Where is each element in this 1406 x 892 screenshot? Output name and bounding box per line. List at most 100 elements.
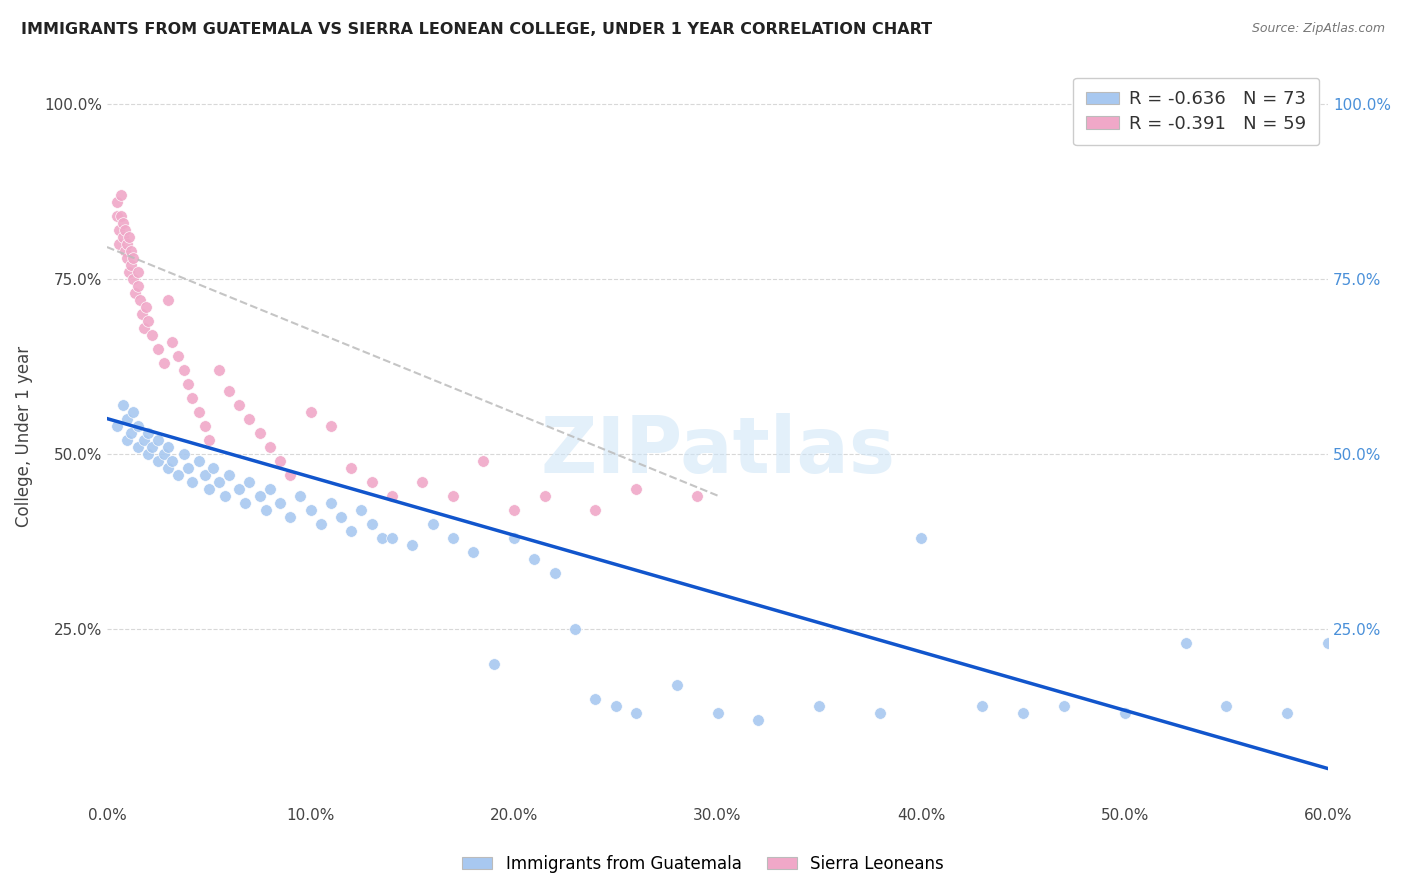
Point xyxy=(218,467,240,482)
Point xyxy=(187,453,209,467)
Point xyxy=(381,489,404,503)
Point xyxy=(157,460,180,475)
Point xyxy=(544,566,567,580)
Point xyxy=(117,236,139,251)
Point xyxy=(122,271,145,285)
Point xyxy=(808,698,831,713)
Point xyxy=(181,391,204,405)
Point xyxy=(117,251,139,265)
Legend: R = -0.636   N = 73, R = -0.391   N = 59: R = -0.636 N = 73, R = -0.391 N = 59 xyxy=(1073,78,1319,145)
Point xyxy=(254,502,277,516)
Point xyxy=(381,531,404,545)
Point xyxy=(605,698,627,713)
Point xyxy=(110,187,132,202)
Point xyxy=(482,657,505,671)
Point xyxy=(441,489,464,503)
Point xyxy=(371,531,394,545)
Point xyxy=(747,713,769,727)
Point xyxy=(110,209,132,223)
Point xyxy=(146,433,169,447)
Point xyxy=(208,475,231,489)
Point xyxy=(1174,635,1197,649)
Point xyxy=(127,440,149,454)
Point xyxy=(136,446,159,460)
Point xyxy=(181,475,204,489)
Point xyxy=(401,538,423,552)
Point xyxy=(422,516,444,531)
Point xyxy=(160,334,183,349)
Point xyxy=(135,300,157,314)
Point xyxy=(141,327,163,342)
Point xyxy=(167,467,190,482)
Point xyxy=(108,222,131,236)
Text: ZIPatlas: ZIPatlas xyxy=(540,413,896,489)
Point xyxy=(238,411,260,425)
Point xyxy=(218,384,240,398)
Point xyxy=(564,622,586,636)
Point xyxy=(127,264,149,278)
Point xyxy=(127,278,149,293)
Point xyxy=(665,677,688,691)
Point xyxy=(105,418,128,433)
Text: Source: ZipAtlas.com: Source: ZipAtlas.com xyxy=(1251,22,1385,36)
Point xyxy=(238,475,260,489)
Point xyxy=(136,313,159,327)
Point xyxy=(208,362,231,376)
Point xyxy=(269,495,291,509)
Point xyxy=(136,425,159,440)
Point xyxy=(249,489,271,503)
Point xyxy=(105,209,128,223)
Point xyxy=(503,502,526,516)
Point xyxy=(228,398,250,412)
Point xyxy=(259,440,281,454)
Point xyxy=(112,398,135,412)
Point xyxy=(299,502,322,516)
Point xyxy=(197,433,219,447)
Point xyxy=(1277,706,1299,720)
Point xyxy=(128,293,150,307)
Point xyxy=(167,349,190,363)
Point xyxy=(624,482,647,496)
Point xyxy=(249,425,271,440)
Point xyxy=(706,706,728,720)
Point xyxy=(114,222,136,236)
Point xyxy=(533,489,555,503)
Point xyxy=(319,495,342,509)
Point xyxy=(194,418,217,433)
Point xyxy=(583,502,606,516)
Y-axis label: College, Under 1 year: College, Under 1 year xyxy=(15,345,32,526)
Point xyxy=(122,404,145,418)
Point xyxy=(910,531,932,545)
Point xyxy=(127,418,149,433)
Point xyxy=(290,489,312,503)
Point xyxy=(118,264,141,278)
Point xyxy=(201,460,224,475)
Point xyxy=(278,467,301,482)
Point xyxy=(441,531,464,545)
Point xyxy=(146,453,169,467)
Point xyxy=(132,433,155,447)
Point xyxy=(214,489,236,503)
Point xyxy=(235,495,257,509)
Point xyxy=(463,544,485,558)
Point xyxy=(869,706,891,720)
Point xyxy=(177,460,200,475)
Point xyxy=(411,475,433,489)
Point xyxy=(1011,706,1033,720)
Point xyxy=(105,194,128,209)
Point xyxy=(299,404,322,418)
Point xyxy=(157,293,180,307)
Point xyxy=(173,446,195,460)
Point xyxy=(117,433,139,447)
Point xyxy=(269,453,291,467)
Point xyxy=(330,509,353,524)
Point xyxy=(112,229,135,244)
Point xyxy=(472,453,495,467)
Point xyxy=(108,236,131,251)
Point xyxy=(278,509,301,524)
Point xyxy=(117,411,139,425)
Point xyxy=(309,516,332,531)
Point xyxy=(350,502,373,516)
Point xyxy=(131,307,153,321)
Point xyxy=(340,524,363,538)
